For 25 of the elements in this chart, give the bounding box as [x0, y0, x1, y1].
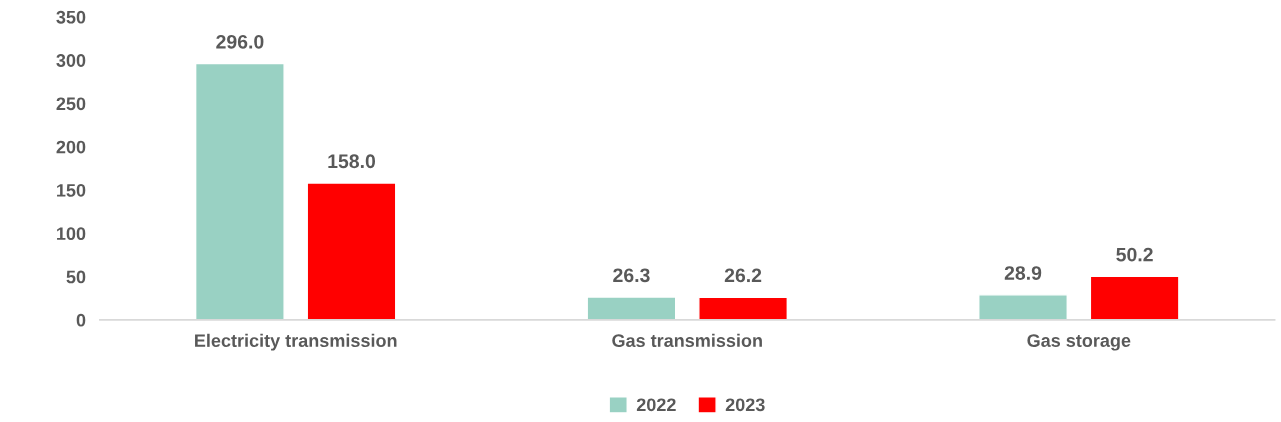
- data-label: 296.0: [216, 34, 264, 49]
- y-tick-label: 200: [56, 140, 86, 154]
- y-tick-label: 250: [56, 97, 86, 111]
- y-tick-label: 150: [57, 183, 86, 197]
- y-tick-label: 300: [56, 54, 86, 67]
- x-tick-label: Electricity transmission: [195, 333, 397, 351]
- y-tick-label: 100: [57, 227, 86, 241]
- bar: [698, 296, 788, 320]
- data-label: 28.9: [1004, 266, 1042, 280]
- data-label: 26.2: [724, 268, 762, 283]
- bar: [194, 62, 285, 320]
- legend-label: 2022: [636, 398, 676, 412]
- bar: [586, 296, 677, 320]
- data-label: 158.0: [328, 154, 376, 169]
- bar: [306, 182, 397, 320]
- bar: [1089, 275, 1180, 320]
- data-label: 50.2: [1116, 247, 1153, 262]
- data-label: 26.3: [613, 268, 650, 283]
- y-tick-label: 0: [76, 313, 86, 327]
- x-tick-label: Gas storage: [1027, 334, 1131, 351]
- y-tick-label: 50: [66, 270, 86, 284]
- bar: [978, 294, 1068, 320]
- x-tick-label: Gas transmission: [612, 333, 762, 348]
- legend-label: 2023: [725, 398, 765, 412]
- y-tick-label: 350: [56, 10, 86, 24]
